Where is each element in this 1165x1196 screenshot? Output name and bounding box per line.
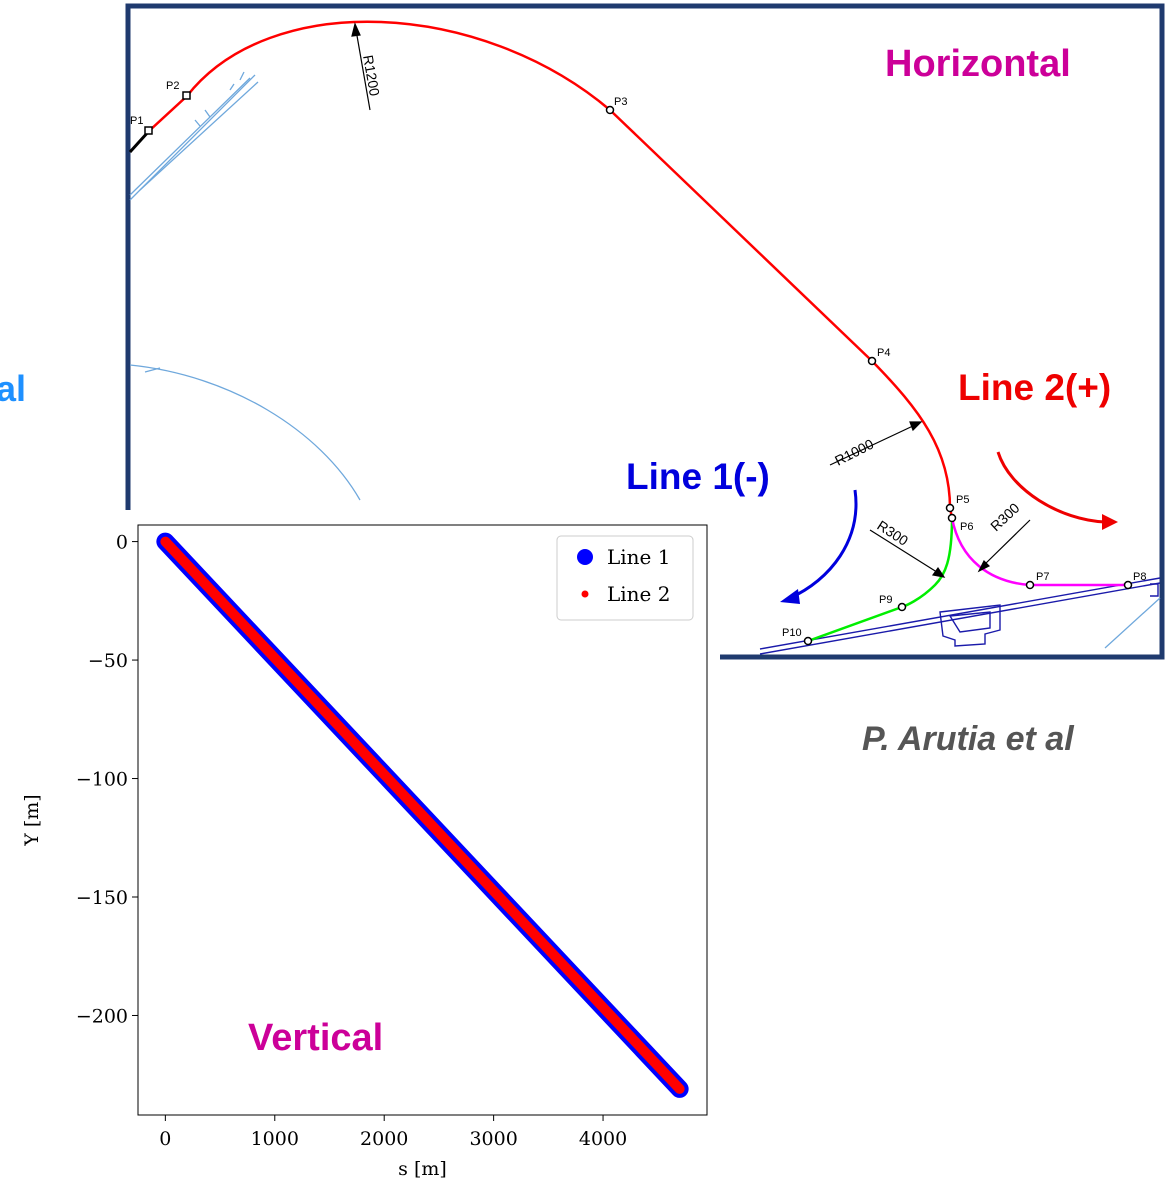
x-tick-label: 1000 xyxy=(251,1128,299,1150)
legend-marker-line2 xyxy=(581,590,589,598)
tunnel-structure xyxy=(759,577,1161,655)
axes-frame xyxy=(137,524,708,1116)
r1200-leader xyxy=(355,29,371,111)
survey-points xyxy=(144,91,1133,646)
point-p8-marker xyxy=(1123,580,1133,590)
axis-ticks: 0 1000 2000 3000 4000 0 −50 −100 −150 −200 xyxy=(76,532,627,1150)
y-tick-label: 0 xyxy=(116,532,128,554)
plot-series xyxy=(156,532,689,1098)
r300-left-arrowhead xyxy=(931,566,946,578)
legend-label-line1: Line 1 xyxy=(607,545,670,569)
line2-label: Line 2(+) xyxy=(958,367,1112,408)
line2-arrowhead xyxy=(1102,514,1118,530)
r300-right-arrowhead xyxy=(977,559,991,573)
y-axis-label: Y [m] xyxy=(21,794,43,846)
point-p9-marker xyxy=(897,602,907,612)
point-label-p4: P4 xyxy=(877,347,890,359)
point-p5-marker xyxy=(945,503,955,513)
y-tick-label: −200 xyxy=(76,1005,128,1027)
point-label-p8: P8 xyxy=(1133,571,1146,583)
y-tick-label: −50 xyxy=(88,650,128,672)
point-label-p9: P9 xyxy=(879,594,892,606)
point-p1-marker xyxy=(144,126,153,135)
point-p6-marker xyxy=(947,513,957,523)
existing-infrastructure xyxy=(129,71,1161,649)
legend-marker-line1 xyxy=(577,549,593,565)
x-tick-label: 2000 xyxy=(360,1128,408,1150)
chart-title: Vertical xyxy=(248,1017,384,1059)
point-p3-marker xyxy=(605,105,615,115)
y-tick-label: −100 xyxy=(76,769,128,791)
point-p2-marker xyxy=(182,91,191,100)
series-2-points xyxy=(160,536,685,1094)
chart-legend: Line 1 Line 2 xyxy=(556,535,694,621)
point-label-p2: P2 xyxy=(166,80,179,92)
line2-direction-arrow xyxy=(996,451,1106,524)
y-tick-label: −150 xyxy=(76,887,128,909)
cropped-edge-label: al xyxy=(0,368,27,409)
point-label-p1: P1 xyxy=(130,115,143,127)
r300-right-leader xyxy=(982,519,1031,567)
point-label-p5: P5 xyxy=(956,494,969,506)
x-axis-label: s [m] xyxy=(398,1158,447,1180)
x-tick-label: 3000 xyxy=(469,1128,517,1150)
point-label-p10: P10 xyxy=(782,627,802,639)
r300-left-leader xyxy=(869,529,941,575)
point-label-p3: P3 xyxy=(614,96,627,108)
point-label-p6: P6 xyxy=(960,521,973,533)
point-p4-marker xyxy=(867,356,877,366)
r1000-leader xyxy=(829,424,916,466)
line1-label: Line 1(-) xyxy=(626,456,770,497)
main-route-line xyxy=(148,20,954,519)
vertical-profile-panel: 0 1000 2000 3000 4000 0 −50 −100 −150 −200 s [m] … xyxy=(0,510,720,1191)
author-credit: P. Arutia et al xyxy=(862,720,1074,758)
x-tick-label: 0 xyxy=(159,1128,171,1150)
legend-label-line2: Line 2 xyxy=(607,582,670,606)
x-tick-label: 4000 xyxy=(579,1128,627,1150)
r1200-arrowhead xyxy=(351,22,361,37)
line1-arrowhead xyxy=(780,589,800,604)
point-p7-marker xyxy=(1025,580,1035,590)
r1000-arrowhead xyxy=(909,421,923,432)
point-label-p7: P7 xyxy=(1036,571,1049,583)
chart-background xyxy=(0,510,720,1191)
radius-label-r1200: R1200 xyxy=(360,54,383,98)
horizontal-title: Horizontal xyxy=(885,43,1071,85)
line1-direction-arrow xyxy=(789,489,858,600)
point-p10-marker xyxy=(803,636,813,646)
